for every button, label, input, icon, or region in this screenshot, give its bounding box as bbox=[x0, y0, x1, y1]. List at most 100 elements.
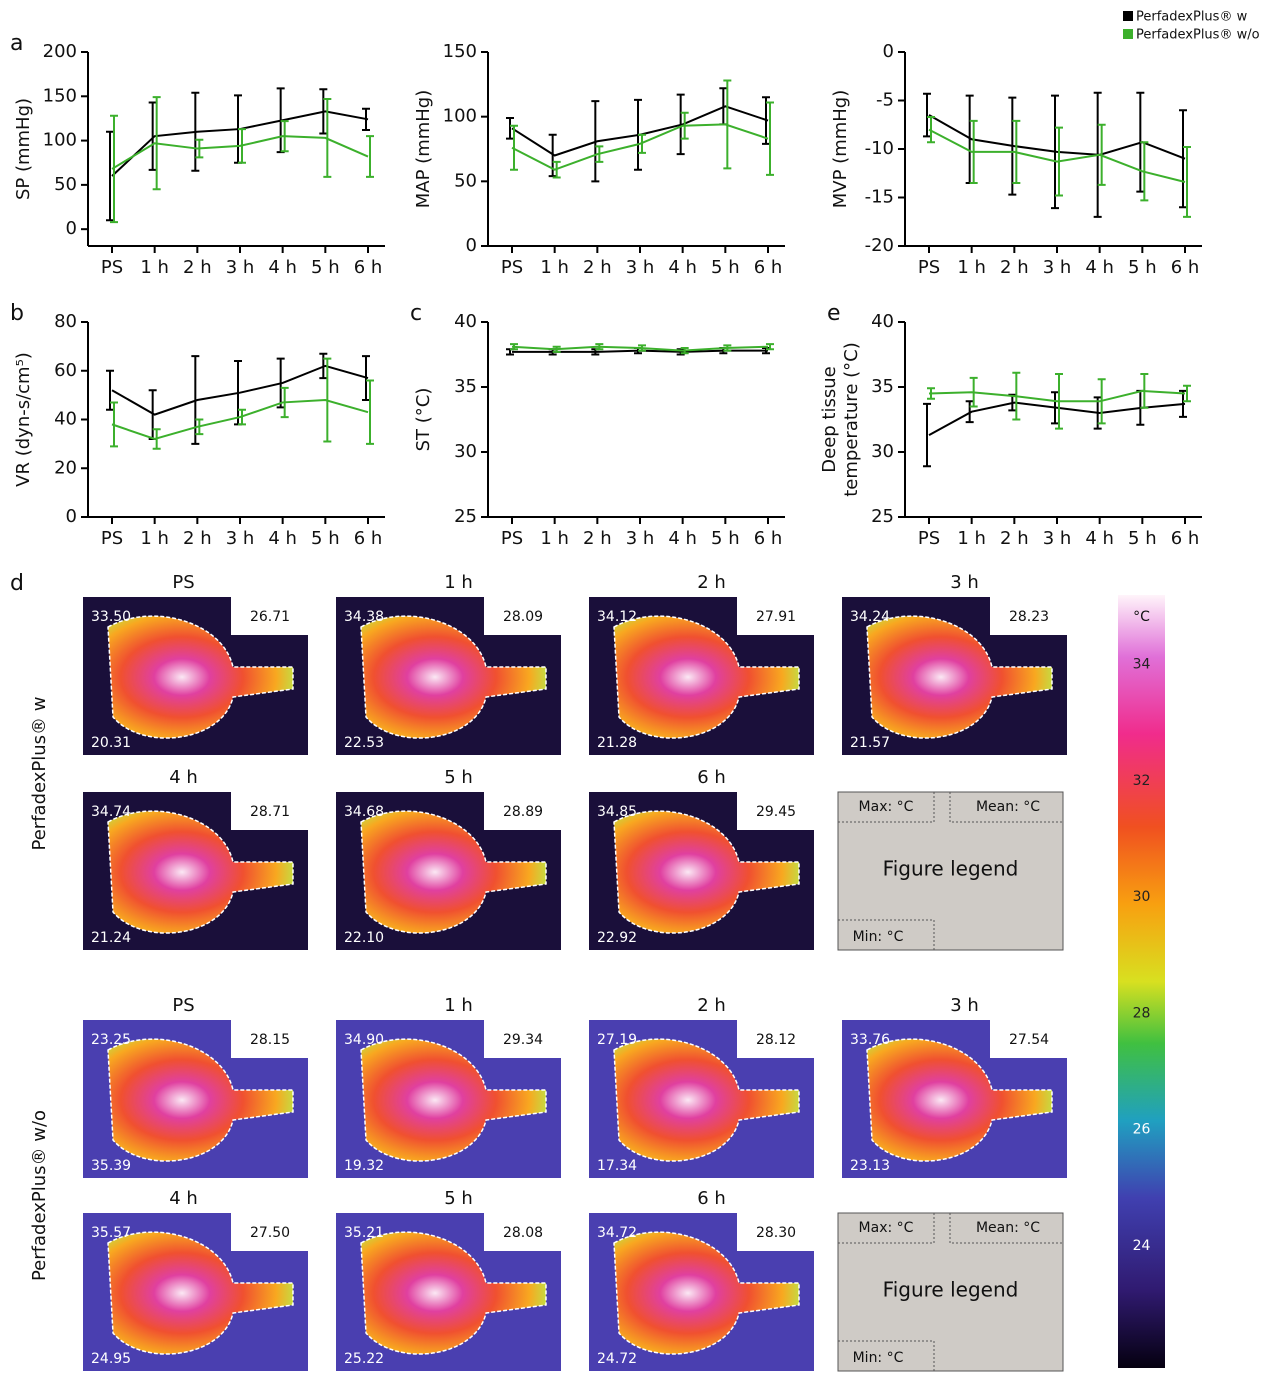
thermal-tissue bbox=[107, 1231, 294, 1355]
thermal-tissue bbox=[360, 615, 547, 739]
x-tick-label: PS bbox=[501, 528, 523, 549]
y-axis-label: MVP (mmHg) bbox=[830, 90, 851, 209]
x-tick-label: 3 h bbox=[226, 257, 255, 278]
y-tick-label: 150 bbox=[43, 85, 77, 106]
mean-box bbox=[737, 1213, 814, 1251]
x-tick-label: 6 h bbox=[1171, 257, 1200, 278]
max-value: 23.25 bbox=[91, 1032, 131, 1048]
colorbar bbox=[1118, 595, 1165, 1368]
min-value: 21.28 bbox=[597, 735, 637, 751]
colorbar-tick-label: 24 bbox=[1133, 1238, 1151, 1254]
max-value: 34.24 bbox=[850, 609, 890, 625]
mean-value: 28.08 bbox=[503, 1225, 543, 1241]
y-axis-label: SP (mmHg) bbox=[13, 98, 34, 200]
colorbar-tick-label: 34 bbox=[1133, 657, 1151, 673]
y-tick-label: 60 bbox=[54, 360, 77, 381]
x-tick-label: PS bbox=[101, 257, 123, 278]
y-tick-label: -5 bbox=[876, 90, 894, 111]
x-tick-label: 1 h bbox=[540, 528, 569, 549]
x-tick-label: PS bbox=[918, 257, 940, 278]
mean-value: 28.23 bbox=[1009, 609, 1049, 625]
x-tick-label: 5 h bbox=[1128, 257, 1157, 278]
x-tick-label: 6 h bbox=[354, 528, 383, 549]
series-line bbox=[928, 114, 1186, 160]
series-line bbox=[111, 398, 369, 441]
min-value: 20.31 bbox=[91, 735, 131, 751]
x-tick-label: 4 h bbox=[268, 528, 297, 549]
error-bar bbox=[1183, 384, 1191, 403]
thermal-tissue bbox=[613, 615, 800, 739]
error-bar bbox=[923, 92, 931, 138]
legend-min: Min: °C bbox=[853, 929, 904, 945]
series-line bbox=[111, 110, 369, 177]
panel-label: b bbox=[10, 301, 24, 326]
x-tick-label: 1 h bbox=[540, 257, 569, 278]
max-value: 35.57 bbox=[91, 1225, 131, 1241]
image-title: 4 h bbox=[169, 1188, 198, 1209]
max-value: 33.76 bbox=[850, 1032, 890, 1048]
mean-value: 28.12 bbox=[756, 1032, 796, 1048]
y-tick-label: 50 bbox=[54, 174, 77, 195]
colorbar-unit: °C bbox=[1133, 609, 1150, 625]
x-tick-label: 2 h bbox=[583, 257, 612, 278]
image-title: PS bbox=[172, 572, 194, 593]
colorbar-tick-label: 26 bbox=[1133, 1122, 1151, 1138]
x-tick-label: 3 h bbox=[1043, 528, 1072, 549]
x-tick-label: 6 h bbox=[754, 528, 783, 549]
mean-value: 28.09 bbox=[503, 609, 543, 625]
x-tick-label: 6 h bbox=[754, 257, 783, 278]
x-tick-label: 2 h bbox=[583, 528, 612, 549]
y-tick-label: -20 bbox=[865, 235, 894, 256]
thermal-tissue bbox=[613, 1038, 800, 1162]
legend-box bbox=[837, 791, 1064, 951]
mean-box bbox=[737, 1020, 814, 1058]
y-axis-label: ST (°C) bbox=[413, 388, 434, 452]
series-line bbox=[928, 128, 1186, 183]
legend-dividers bbox=[838, 1213, 1063, 1371]
thermal-tissue bbox=[107, 615, 294, 739]
thermal-tissue bbox=[360, 1231, 547, 1355]
mean-box bbox=[231, 792, 308, 830]
image-title: 5 h bbox=[444, 1188, 473, 1209]
min-value: 21.57 bbox=[850, 735, 890, 751]
y-tick-label: 100 bbox=[43, 130, 77, 151]
y-axis-label: temperature (°C) bbox=[841, 342, 862, 496]
mean-value: 29.45 bbox=[756, 804, 796, 820]
max-value: 35.21 bbox=[344, 1225, 384, 1241]
x-tick-label: 3 h bbox=[226, 528, 255, 549]
max-value: 34.12 bbox=[597, 609, 637, 625]
error-bar bbox=[366, 379, 374, 445]
y-axis-label: Deep tissue bbox=[819, 366, 840, 472]
colorbar-tick-label: 30 bbox=[1133, 889, 1151, 905]
y-axis-label: VR (dyn-s/cm⁵) bbox=[13, 352, 34, 487]
y-tick-label: -10 bbox=[865, 138, 894, 159]
thermal-tissue bbox=[866, 615, 1053, 739]
image-title: 3 h bbox=[950, 572, 979, 593]
mean-box bbox=[484, 1020, 561, 1058]
min-value: 23.13 bbox=[850, 1158, 890, 1174]
max-value: 34.74 bbox=[91, 804, 131, 820]
mean-box bbox=[990, 1020, 1067, 1058]
thermal-tissue bbox=[107, 1038, 294, 1162]
legend-label: PerfadexPlus® w/o bbox=[1136, 28, 1260, 43]
mean-value: 27.50 bbox=[250, 1225, 290, 1241]
image-title: 2 h bbox=[697, 572, 726, 593]
x-tick-label: PS bbox=[501, 257, 523, 278]
mean-value: 28.71 bbox=[250, 804, 290, 820]
thermal-tissue bbox=[360, 810, 547, 934]
max-value: 34.90 bbox=[344, 1032, 384, 1048]
x-tick-label: 6 h bbox=[354, 257, 383, 278]
mean-value: 28.30 bbox=[756, 1225, 796, 1241]
max-value: 34.85 bbox=[597, 804, 637, 820]
image-title: 1 h bbox=[444, 995, 473, 1016]
mean-box bbox=[231, 1213, 308, 1251]
min-value: 22.10 bbox=[344, 930, 384, 946]
series-line bbox=[928, 389, 1186, 403]
x-tick-label: 1 h bbox=[957, 257, 986, 278]
legend-swatch bbox=[1123, 29, 1133, 39]
legend-title: Figure legend bbox=[883, 857, 1019, 881]
image-title: 6 h bbox=[697, 1188, 726, 1209]
mean-value: 29.34 bbox=[503, 1032, 543, 1048]
legend-box bbox=[837, 1212, 1064, 1372]
error-bar bbox=[1183, 146, 1191, 218]
